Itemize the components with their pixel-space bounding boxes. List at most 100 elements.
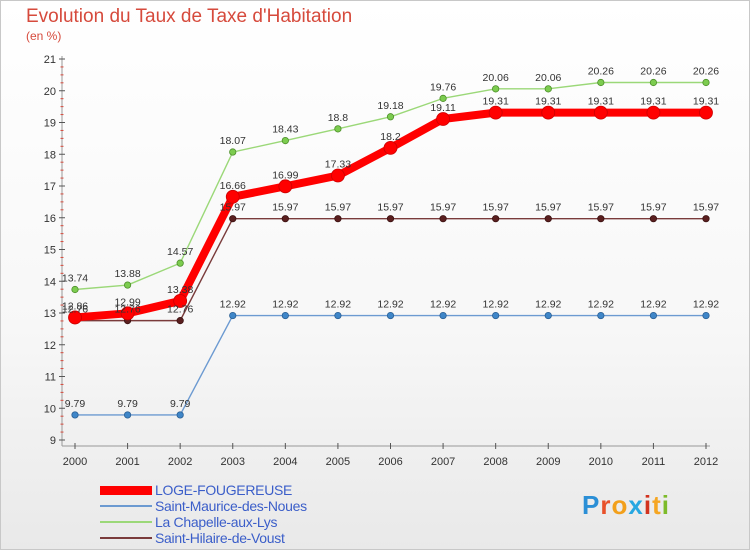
data-point <box>488 105 503 120</box>
logo-letter: i <box>643 490 653 520</box>
data-label: 12.92 <box>325 299 351 311</box>
x-tick-label: 2004 <box>273 456 297 468</box>
legend-swatch <box>100 537 152 539</box>
data-point <box>436 112 450 126</box>
x-tick-label: 2002 <box>168 456 192 468</box>
x-tick-label: 2010 <box>589 456 613 468</box>
data-point <box>597 215 605 223</box>
data-point <box>593 105 608 120</box>
data-label: 20.26 <box>588 65 614 77</box>
logo-letter: r <box>600 490 612 520</box>
data-label: 15.97 <box>377 202 403 214</box>
data-label: 19.18 <box>377 100 403 112</box>
data-point <box>334 215 342 223</box>
data-label: 15.97 <box>483 202 509 214</box>
data-point <box>386 215 395 223</box>
y-tick-label: 16 <box>44 213 56 225</box>
chart-subtitle: (en %) <box>26 29 62 43</box>
data-label: 12.86 <box>62 300 88 312</box>
data-label: 15.97 <box>640 202 666 214</box>
data-point <box>229 311 237 320</box>
data-point <box>383 140 398 155</box>
data-point <box>544 311 552 320</box>
data-label: 12.92 <box>377 299 403 311</box>
data-point <box>123 281 132 289</box>
x-tick-label: 2012 <box>694 456 718 468</box>
proxiti-logo: Proxiti <box>582 490 670 521</box>
data-label: 20.06 <box>483 72 509 84</box>
data-label: 12.92 <box>220 299 246 311</box>
data-label: 15.97 <box>325 202 351 214</box>
data-point <box>331 168 345 183</box>
data-label: 12.99 <box>114 296 140 308</box>
y-tick-label: 17 <box>44 181 56 193</box>
y-tick-label: 19 <box>44 118 56 130</box>
data-label: 13.88 <box>114 268 140 280</box>
data-label: 15.97 <box>272 202 298 214</box>
data-label: 18.8 <box>328 112 349 124</box>
data-point <box>176 411 184 419</box>
data-point <box>439 94 447 102</box>
data-point <box>120 306 135 321</box>
data-label: 12.92 <box>430 299 456 311</box>
x-tick-label: 2009 <box>536 456 560 468</box>
data-label: 18.43 <box>272 124 298 136</box>
data-point <box>281 311 289 320</box>
data-point <box>544 215 552 223</box>
data-point <box>281 215 289 223</box>
data-point <box>229 215 237 223</box>
data-label: 13.38 <box>167 284 193 296</box>
data-point <box>492 85 500 93</box>
data-label: 15.97 <box>588 202 614 214</box>
data-label: 12.92 <box>693 299 719 311</box>
data-point <box>229 148 237 156</box>
data-point <box>176 259 184 267</box>
data-label: 12.76 <box>62 304 88 316</box>
legend-label: Saint-Maurice-des-Noues <box>155 498 307 514</box>
logo-letter: o <box>611 490 629 520</box>
y-tick-label: 14 <box>44 276 56 288</box>
data-label: 12.92 <box>640 299 666 311</box>
data-label: 12.92 <box>588 299 614 311</box>
x-tick-label: 2005 <box>326 456 350 468</box>
data-label: 9.79 <box>65 398 86 410</box>
data-point <box>123 411 132 419</box>
data-label: 16.66 <box>220 180 246 192</box>
data-point <box>71 411 79 419</box>
data-label: 19.76 <box>430 81 456 93</box>
y-tick-label: 13 <box>44 308 56 320</box>
legend-label: Saint-Hilaire-de-Voust <box>155 530 285 546</box>
data-label: 19.31 <box>483 96 509 108</box>
legend-label: La Chapelle-aux-Lys <box>155 514 278 530</box>
x-tick-label: 2000 <box>63 456 87 468</box>
data-label: 17.33 <box>325 159 351 171</box>
data-point <box>702 311 710 320</box>
data-label: 12.76 <box>114 304 140 316</box>
data-label: 20.06 <box>535 72 561 84</box>
data-label: 12.92 <box>535 299 561 311</box>
data-label: 19.11 <box>430 102 456 114</box>
x-tick-label: 2011 <box>642 456 666 468</box>
data-label: 15.97 <box>430 202 456 214</box>
y-tick-label: 20 <box>44 86 56 98</box>
data-label: 12.76 <box>167 304 193 316</box>
data-point <box>281 136 289 145</box>
x-tick-label: 2001 <box>115 456 139 468</box>
data-point <box>334 125 342 133</box>
data-label: 20.26 <box>640 65 666 77</box>
legend-swatch <box>100 521 152 523</box>
y-tick-label: 15 <box>44 245 56 257</box>
logo-letter: i <box>661 490 670 520</box>
logo-letter: P <box>582 490 601 520</box>
legend-swatch <box>100 505 152 507</box>
data-point <box>649 78 658 87</box>
data-label: 18.07 <box>220 135 246 147</box>
data-point <box>544 85 552 93</box>
data-point <box>597 311 605 320</box>
data-point <box>541 105 556 120</box>
logo-letter: x <box>628 490 644 520</box>
data-point <box>439 311 447 320</box>
data-point <box>386 113 395 121</box>
data-label: 9.79 <box>170 398 191 410</box>
